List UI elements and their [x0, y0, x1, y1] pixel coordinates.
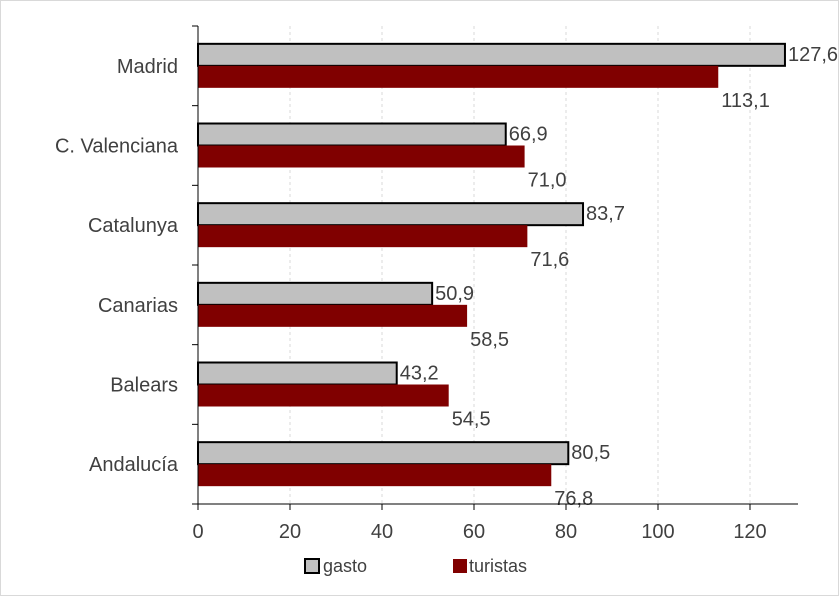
data-label-gasto: 80,5	[571, 442, 610, 464]
category-label: C. Valenciana	[55, 136, 179, 158]
data-label-turistas: 76,8	[554, 488, 593, 510]
x-tick-label: 40	[371, 521, 393, 543]
bar-gasto	[197, 122, 507, 147]
bar-gasto	[197, 281, 434, 306]
x-tick-label: 20	[279, 521, 301, 543]
category-label: Catalunya	[88, 215, 179, 237]
category-label: Balears	[110, 375, 178, 397]
category-label: Canarias	[98, 295, 178, 317]
bar-gasto	[197, 202, 585, 227]
x-tick-label: 60	[463, 521, 485, 543]
legend-swatch-gasto	[304, 558, 320, 574]
category-label: Madrid	[117, 56, 178, 78]
data-label-gasto: 127,6	[788, 44, 838, 66]
bar-gasto	[197, 441, 570, 466]
x-tick-label: 0	[192, 521, 203, 543]
x-tick-label: 100	[641, 521, 674, 543]
x-tick-label: 120	[733, 521, 766, 543]
data-label-gasto: 50,9	[435, 283, 474, 305]
legend-label-gasto: gasto	[323, 556, 367, 576]
data-label-gasto: 43,2	[400, 363, 439, 385]
bar-gasto	[197, 361, 398, 386]
data-label-turistas: 71,6	[530, 249, 569, 271]
data-label-turistas: 113,1	[721, 90, 770, 112]
bar-turistas	[198, 145, 525, 168]
x-tick-label: 80	[555, 521, 577, 543]
bar-turistas	[198, 384, 449, 407]
bar-turistas	[198, 65, 719, 88]
data-label-turistas: 54,5	[452, 409, 491, 431]
legend-label-turistas: turistas	[469, 556, 527, 576]
data-label-turistas: 71,0	[528, 170, 567, 192]
bar-turistas	[198, 304, 468, 327]
data-label-gasto: 83,7	[586, 203, 625, 225]
data-label-turistas: 58,5	[470, 329, 509, 351]
data-label-gasto: 66,9	[509, 124, 548, 146]
legend-swatch-turistas	[453, 559, 467, 573]
bar-gasto	[197, 42, 786, 67]
category-label: Andalucía	[89, 454, 179, 476]
bar-turistas	[198, 225, 528, 248]
bar-turistas	[198, 464, 552, 487]
